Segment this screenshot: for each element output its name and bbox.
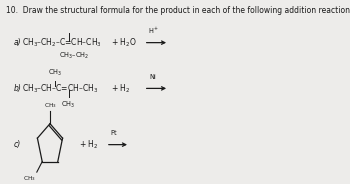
Text: + H$_2$: + H$_2$ bbox=[111, 82, 130, 95]
Text: CH$_3$: CH$_3$ bbox=[61, 100, 75, 110]
Text: CH$_3$–CH–C$\mathbf{}$=CH–CH$_3$: CH$_3$–CH–C$\mathbf{}$=CH–CH$_3$ bbox=[22, 82, 99, 95]
Text: H$^+$: H$^+$ bbox=[148, 26, 159, 36]
Text: CH$_3$–CH$_2$: CH$_3$–CH$_2$ bbox=[59, 51, 89, 61]
Text: + H$_2$O: + H$_2$O bbox=[111, 36, 136, 49]
Text: CH$_3$–CH$_2$–C$\mathbf{}$=CH–CH$_3$: CH$_3$–CH$_2$–C$\mathbf{}$=CH–CH$_3$ bbox=[22, 36, 102, 49]
Text: CH$_3$: CH$_3$ bbox=[23, 174, 36, 183]
Text: CH$_3$: CH$_3$ bbox=[48, 68, 62, 78]
Text: c): c) bbox=[14, 140, 21, 149]
Text: b): b) bbox=[14, 84, 22, 93]
Text: + H$_2$: + H$_2$ bbox=[79, 138, 98, 151]
Text: Ni: Ni bbox=[150, 74, 156, 80]
Text: 10.  Draw the structural formula for the product in each of the following additi: 10. Draw the structural formula for the … bbox=[6, 6, 350, 15]
Text: a): a) bbox=[14, 38, 22, 47]
Text: CH$_3$: CH$_3$ bbox=[44, 101, 56, 110]
Text: Pt: Pt bbox=[110, 130, 117, 136]
